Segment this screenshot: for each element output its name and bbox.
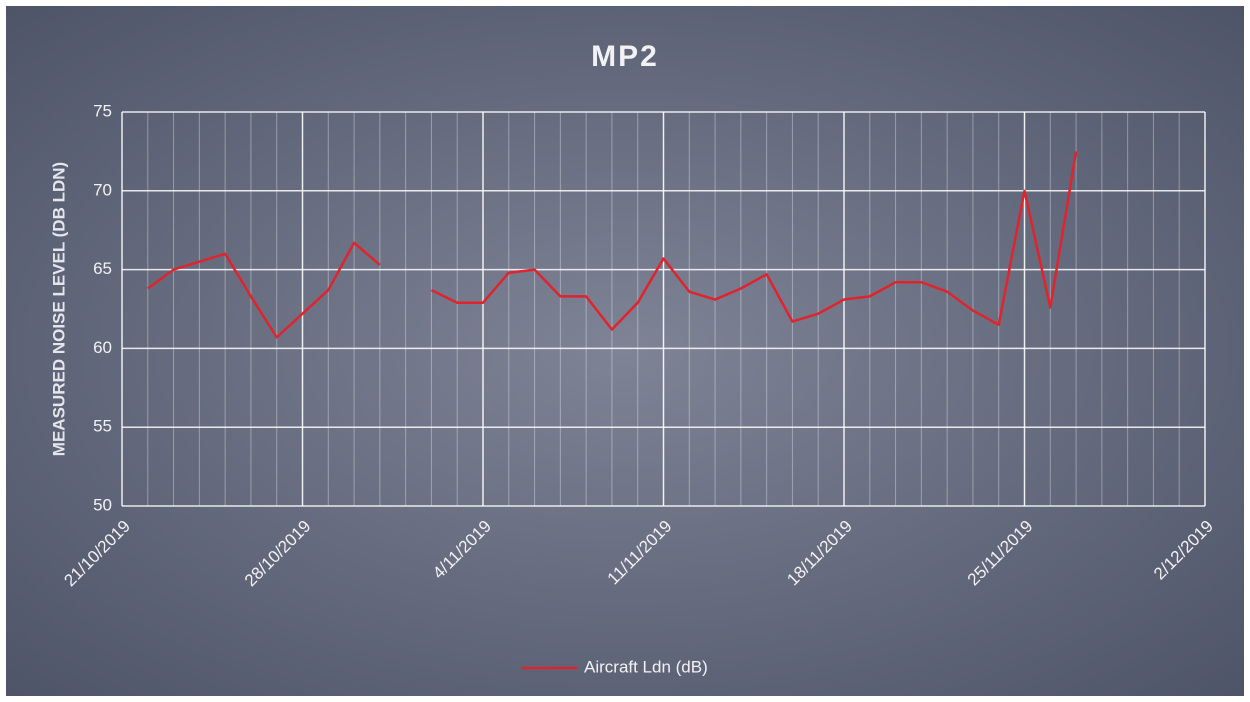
y-tick-label: 70 [93, 180, 112, 199]
plot [147, 151, 1078, 339]
grid [121, 111, 1206, 507]
legend-label: Aircraft Ldn (dB) [584, 657, 708, 676]
y-tick-label: 75 [93, 101, 112, 120]
y-axis-label: MEASURED NOISE LEVEL (DB LDN) [49, 162, 68, 456]
chart-title: MP2 [591, 40, 659, 73]
data-line [147, 151, 1078, 339]
y-tick-label: 50 [93, 495, 112, 514]
y-tick-label: 65 [93, 259, 112, 278]
y-tick-label: 60 [93, 338, 112, 357]
y-tick-label: 55 [93, 417, 112, 436]
background [6, 6, 1244, 696]
